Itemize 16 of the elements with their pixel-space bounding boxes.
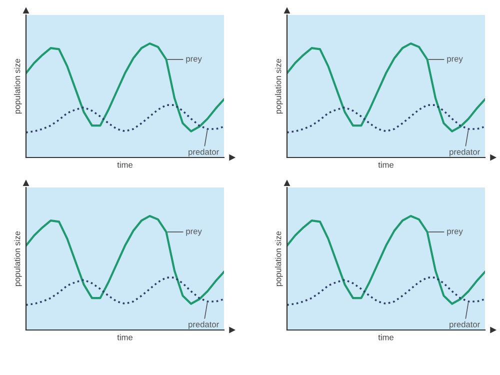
- y-axis-title: population size: [14, 58, 22, 114]
- x-axis-title: time: [378, 162, 394, 168]
- x-axis-title: time: [117, 334, 132, 340]
- text: predator: [188, 321, 219, 329]
- text: prey: [447, 230, 463, 236]
- y-axis-title: population size: [275, 58, 283, 114]
- y-axis-title: population size: [14, 231, 22, 286]
- text: predator: [188, 148, 219, 156]
- text: prey: [447, 57, 463, 64]
- x-axis-title: time: [117, 162, 132, 168]
- text: prey: [186, 230, 202, 236]
- text: prey: [186, 57, 202, 64]
- text: predator: [450, 148, 480, 156]
- x-axis-title: time: [378, 334, 394, 340]
- y-axis-title: population size: [275, 231, 283, 286]
- text: predator: [450, 321, 480, 329]
